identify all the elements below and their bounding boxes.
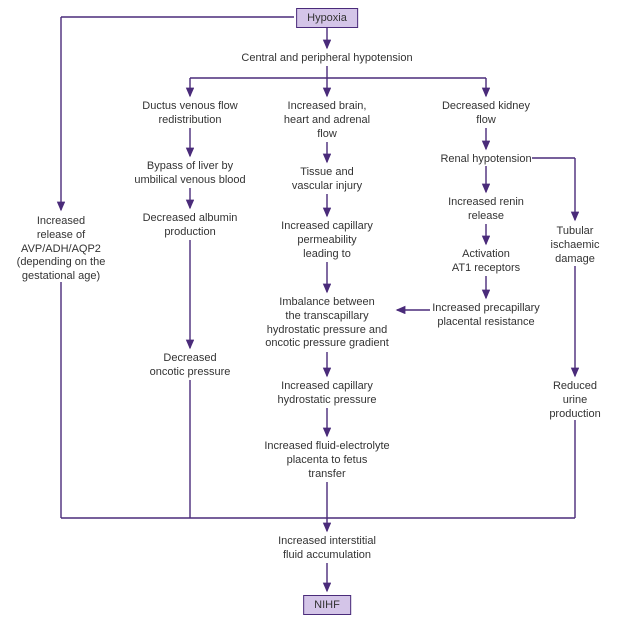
- node-inc-fluid-transfer: Increased fluid-electrolyteplacenta to f…: [264, 440, 389, 481]
- node-inc-brain: Increased brain,heart and adrenalflow: [284, 100, 370, 141]
- node-label: Imbalance betweenthe transcapillaryhydro…: [265, 296, 389, 349]
- node-at1: ActivationAT1 receptors: [452, 248, 520, 276]
- node-dec-oncotic: Decreasedoncotic pressure: [150, 352, 231, 380]
- node-hypoxia: Hypoxia: [296, 8, 358, 28]
- node-label: Increased precapillaryplacental resistan…: [432, 302, 540, 328]
- node-inc-renin: Increased reninrelease: [448, 196, 524, 224]
- node-inc-precap: Increased precapillaryplacental resistan…: [432, 302, 540, 330]
- node-reduced-urine: Reducedurineproduction: [549, 380, 600, 421]
- node-label: Increased capillarypermeabilityleading t…: [281, 220, 373, 260]
- node-inc-capillary-perm: Increased capillarypermeabilityleading t…: [281, 220, 373, 261]
- node-label: Tubularischaemicdamage: [551, 225, 600, 265]
- node-inc-interstitial: Increased interstitialfluid accumulation: [278, 535, 376, 563]
- node-label: ActivationAT1 receptors: [452, 248, 520, 274]
- node-label: Hypoxia: [307, 12, 347, 24]
- node-tissue-injury: Tissue andvascular injury: [292, 166, 362, 194]
- node-central-hypotension: Central and peripheral hypotension: [241, 52, 412, 66]
- node-label: Bypass of liver byumbilical venous blood: [134, 160, 245, 186]
- node-dec-albumin: Decreased albuminproduction: [143, 212, 238, 240]
- node-tubular: Tubularischaemicdamage: [551, 225, 600, 266]
- node-label: Increased capillaryhydrostatic pressure: [277, 380, 376, 406]
- node-label: Increased reninrelease: [448, 196, 524, 222]
- node-label: Tissue andvascular injury: [292, 166, 362, 192]
- node-label: Decreasedoncotic pressure: [150, 352, 231, 378]
- node-label: Increased fluid-electrolyteplacenta to f…: [264, 440, 389, 480]
- node-inc-hydrostatic: Increased capillaryhydrostatic pressure: [277, 380, 376, 408]
- node-nihf: NIHF: [303, 595, 351, 615]
- node-avp: Increasedrelease ofAVP/ADH/AQP2(dependin…: [6, 215, 116, 284]
- node-label: Decreased kidneyflow: [442, 100, 530, 126]
- node-label: NIHF: [314, 599, 340, 611]
- node-dec-kidney: Decreased kidneyflow: [442, 100, 530, 128]
- node-label: Increased brain,heart and adrenalflow: [284, 100, 370, 140]
- node-bypass: Bypass of liver byumbilical venous blood: [134, 160, 245, 188]
- node-label: Decreased albuminproduction: [143, 212, 238, 238]
- node-renal-hypotension: Renal hypotension: [440, 153, 531, 167]
- node-label: Renal hypotension: [440, 153, 531, 165]
- node-label: Increased interstitialfluid accumulation: [278, 535, 376, 561]
- node-label: Central and peripheral hypotension: [241, 52, 412, 64]
- node-imbalance: Imbalance betweenthe transcapillaryhydro…: [252, 296, 402, 351]
- node-label: Increasedrelease ofAVP/ADH/AQP2(dependin…: [17, 215, 106, 282]
- node-label: Ductus venous flowredistribution: [142, 100, 237, 126]
- node-label: Reducedurineproduction: [549, 380, 600, 420]
- node-ductus: Ductus venous flowredistribution: [142, 100, 237, 128]
